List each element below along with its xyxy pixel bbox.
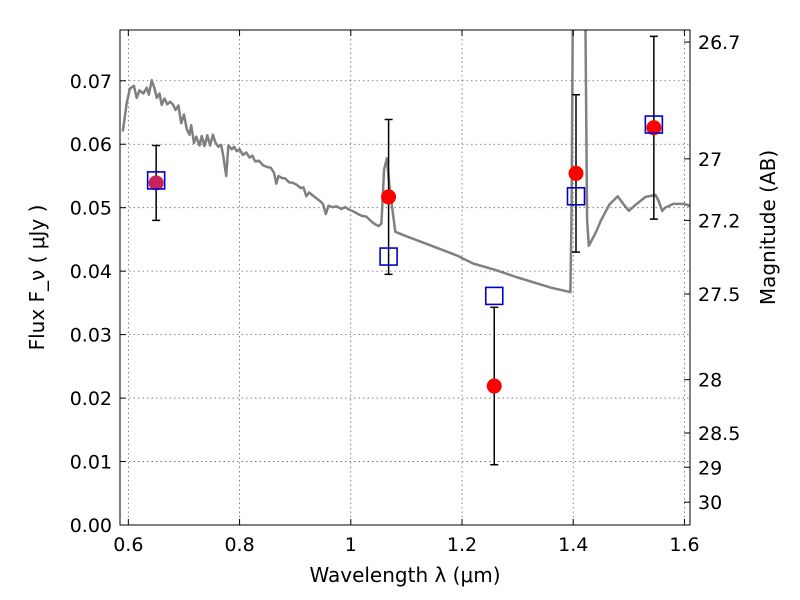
y-right-tick-label: 28	[698, 370, 722, 392]
x-tick-label: 1.6	[669, 534, 699, 556]
y-right-tick-label: 28.5	[698, 423, 740, 445]
axis-ticks: 0.6 0.8 1 1.2 1.4 1.6 0.00 0.01 0.02 0.03 0.04 0.05…	[70, 30, 740, 556]
y-tick-label: 0.07	[70, 71, 112, 93]
model-square	[644, 115, 664, 134]
y-tick-label: 0.03	[70, 325, 112, 347]
model-square	[146, 171, 166, 190]
y-right-tick-label: 29	[698, 457, 722, 479]
y-axis-label: Flux F_ν ( μJy )	[25, 205, 49, 351]
y-tick-label: 0.06	[70, 134, 112, 156]
data-point	[486, 378, 502, 394]
model-square	[484, 286, 504, 306]
data-point	[568, 165, 584, 181]
x-tick-label: 0.8	[224, 534, 254, 556]
data-point	[646, 120, 662, 136]
y-tick-label: 0.05	[70, 198, 112, 220]
y-right-tick-label: 26.7	[698, 32, 740, 54]
y-right-tick-label: 30	[698, 492, 722, 514]
y-axis-right-label: Magnitude (AB)	[756, 150, 780, 305]
y-right-tick-label: 27.2	[698, 210, 740, 232]
x-tick-label: 1.2	[447, 534, 477, 556]
spectrum-line	[584, 29, 691, 248]
x-axis-label: Wavelength λ (μm)	[309, 563, 500, 587]
grid	[120, 30, 690, 525]
error-bars	[152, 35, 658, 466]
model-photometry	[146, 115, 664, 306]
plot-frame	[119, 29, 691, 526]
model-spectrum	[121, 29, 691, 294]
y-tick-label: 0.02	[70, 388, 112, 410]
model-square	[379, 247, 398, 266]
spectrum-line	[121, 29, 574, 294]
model-square	[566, 186, 586, 206]
x-tick-label: 1.4	[558, 534, 588, 556]
y-tick-label: 0.04	[70, 261, 112, 283]
y-tick-label: 0.00	[70, 515, 112, 537]
x-tick-label: 1	[345, 534, 357, 556]
y-tick-label: 0.01	[70, 452, 112, 474]
overlap-marker	[148, 175, 164, 191]
y-right-tick-label: 27	[698, 149, 722, 171]
x-tick-label: 0.6	[113, 534, 143, 556]
y-right-tick-label: 27.5	[698, 284, 740, 306]
data-point	[381, 189, 397, 205]
observed-points	[148, 120, 662, 394]
